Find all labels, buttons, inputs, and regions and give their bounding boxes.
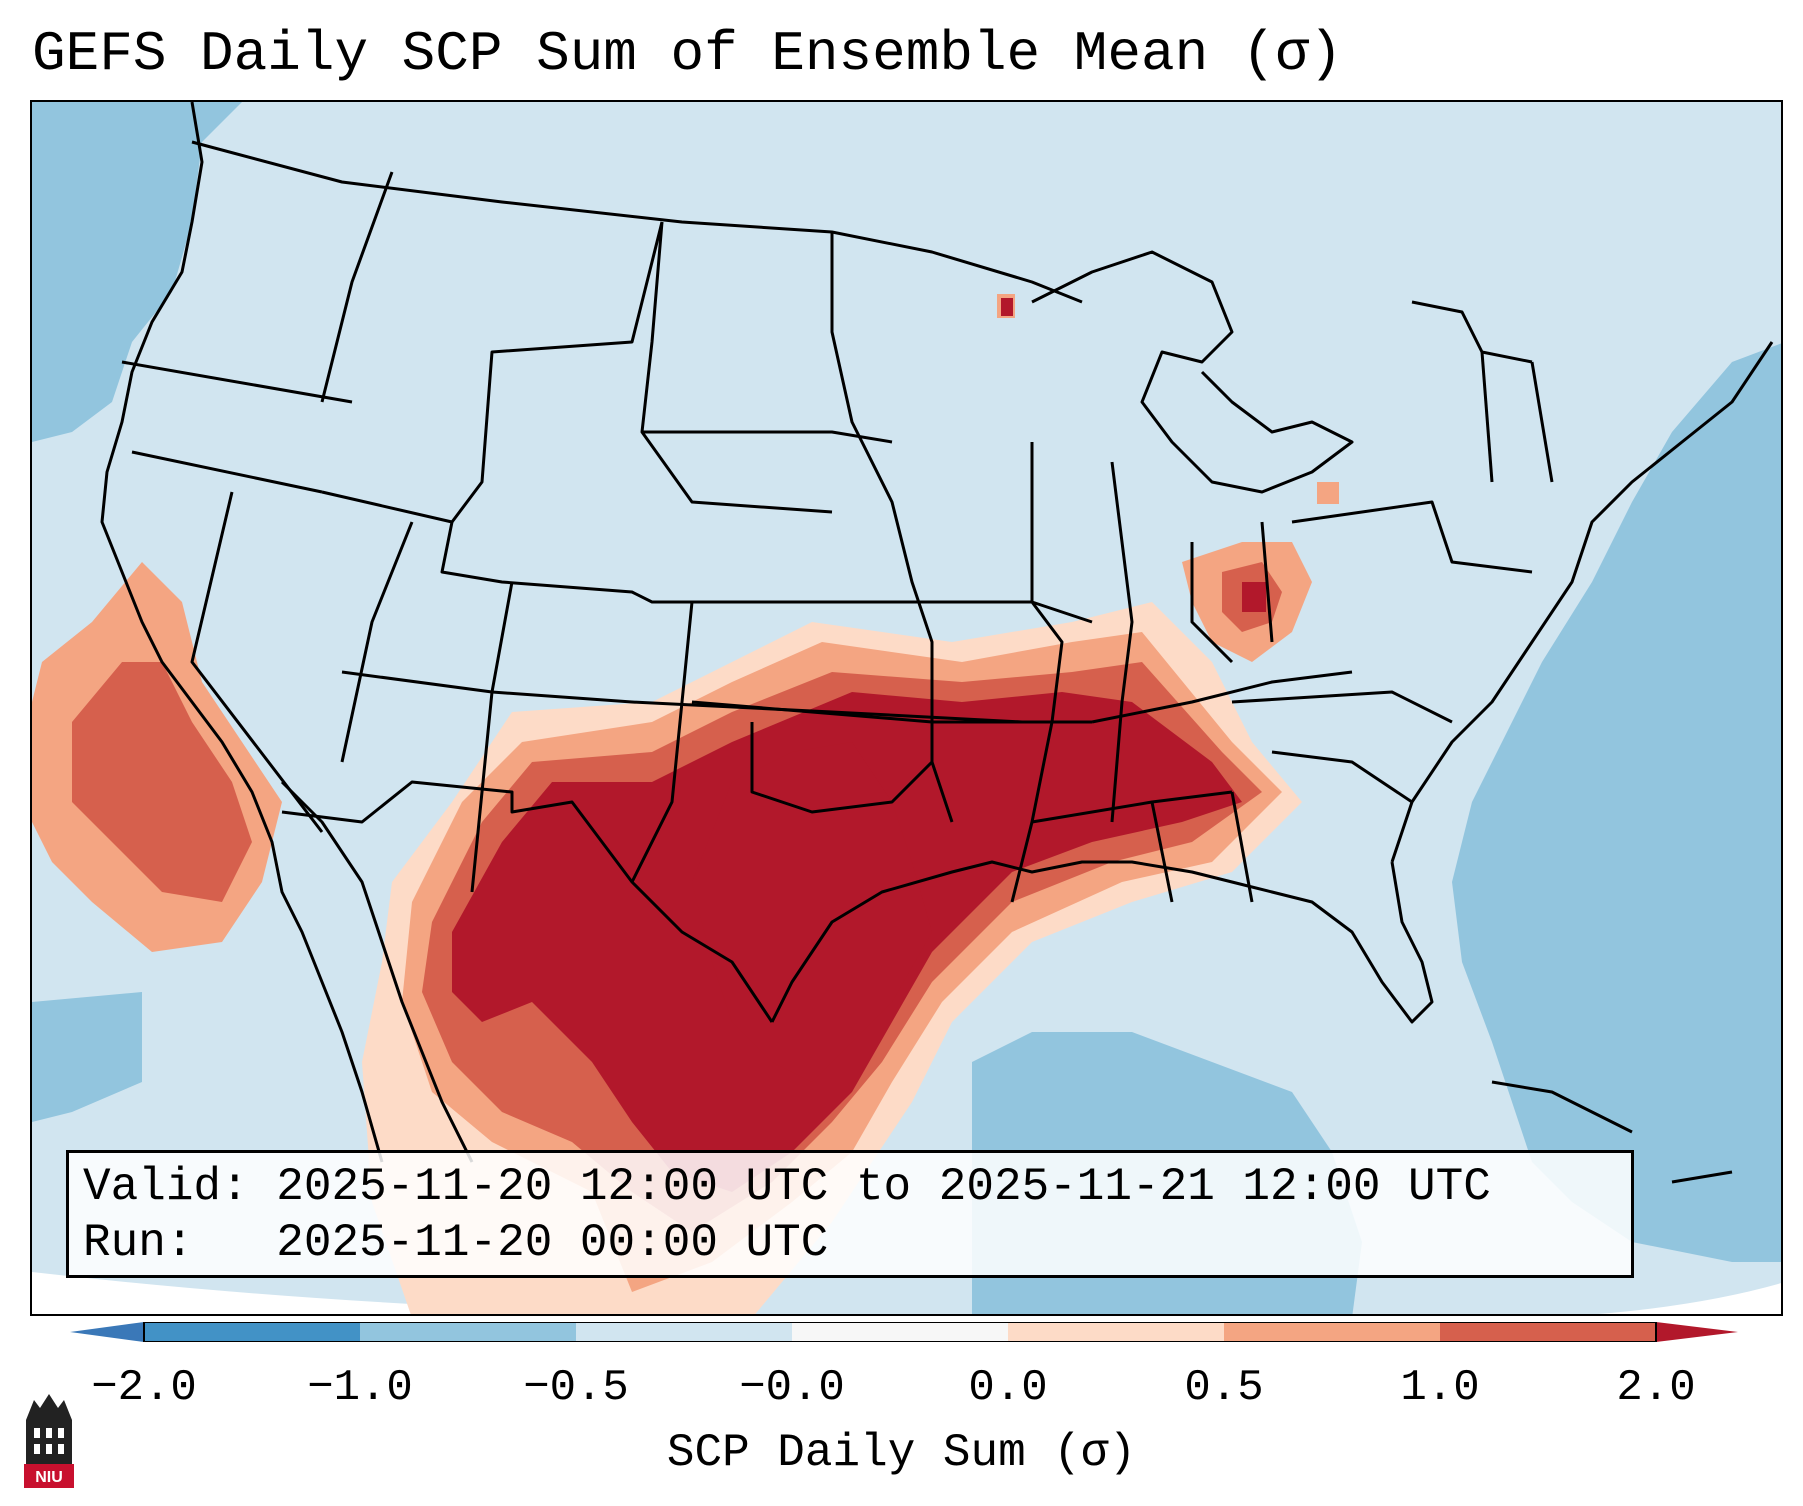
state-line	[1010, 442, 1064, 903]
state-line	[320, 171, 394, 403]
colorbar-segment-neg05-0	[576, 1322, 792, 1342]
valid-row: Valid: 2025-11-20 12:00 UTC to 2025-11-2…	[83, 1159, 1617, 1215]
colorbar-segment-1-2	[1440, 1322, 1656, 1342]
minnesota-anomaly-high	[1001, 298, 1013, 316]
state-line	[1291, 500, 1533, 574]
state-line	[691, 700, 1032, 724]
colorbar-tick-label: −0.0	[739, 1363, 845, 1413]
east-coastline	[1390, 341, 1774, 863]
baja-coastline	[280, 780, 474, 1163]
state-line	[1530, 361, 1554, 483]
caribbean-islands	[1491, 1080, 1633, 1134]
atlantic-ocean-anomaly	[1452, 343, 1781, 1262]
state-line	[1110, 461, 1134, 823]
mexico-border	[281, 780, 774, 1023]
state-line	[1150, 801, 1174, 903]
projection-edge-right	[1598, 1283, 1781, 1314]
colorbar-label: SCP Daily Sum (σ)	[666, 1427, 1137, 1479]
west-coastline	[100, 102, 384, 1163]
colorbar-segment-neg1-neg05	[360, 1322, 576, 1342]
state-line	[1271, 750, 1413, 804]
state-line	[642, 430, 893, 444]
logo-tower-top	[26, 1394, 72, 1420]
state-line	[470, 581, 514, 893]
logo-tower-body	[26, 1420, 72, 1464]
state-line	[750, 722, 934, 814]
pacific-south-anomaly	[32, 992, 142, 1122]
state-line	[131, 450, 323, 494]
state-line	[1411, 300, 1533, 364]
texas-anomaly-core	[692, 742, 932, 1082]
map-canvas	[32, 102, 1781, 1314]
colorbar-tick-label: 0.5	[1184, 1363, 1264, 1413]
state-line	[440, 521, 692, 604]
valid-run-info-box: Valid: 2025-11-20 12:00 UTC to 2025-11-2…	[66, 1150, 1634, 1278]
canada-border	[191, 140, 1083, 304]
colorbar-tick-label: −2.0	[91, 1363, 197, 1413]
state-line	[1190, 542, 1234, 664]
colorbar-segment-neg2-neg1	[144, 1322, 360, 1342]
pacific-ocean-anomaly	[32, 102, 242, 442]
valid-value: 2025-11-20 12:00 UTC to 2025-11-21 12:00…	[276, 1161, 1491, 1213]
state-line	[340, 521, 414, 763]
colorbar-segment-05-1	[1224, 1322, 1440, 1342]
boundary-lines	[100, 102, 1774, 1184]
colorbar-over-extension	[1656, 1322, 1738, 1342]
caribbean-islands	[1671, 1170, 1733, 1184]
ohio-valley-anomaly-high	[1242, 582, 1266, 612]
logo-badge	[24, 1464, 74, 1488]
colorbar-segment-zero	[792, 1322, 1008, 1342]
colorbar-tick-label: 1.0	[1400, 1363, 1480, 1413]
chart-title: GEFS Daily SCP Sum of Ensemble Mean (σ)	[32, 22, 1343, 86]
state-line	[190, 491, 324, 833]
map-panel	[30, 100, 1783, 1316]
run-label: Run:	[83, 1217, 194, 1269]
colorbar-outline	[143, 1322, 1657, 1342]
california-anomaly-mid	[72, 662, 252, 902]
logo-text: NIU	[35, 1469, 63, 1486]
state-line	[692, 600, 1093, 624]
state-line	[1260, 521, 1274, 643]
colorbar-tick-label: 0.0	[968, 1363, 1048, 1413]
projection-edge-left	[32, 1272, 647, 1314]
state-line	[830, 232, 954, 823]
colorbar-under-extension	[70, 1322, 144, 1342]
colorbar	[70, 1322, 1738, 1342]
pacific-small-anomaly	[72, 862, 92, 880]
valid-label: Valid:	[83, 1161, 249, 1213]
run-value: 2025-11-20 00:00 UTC	[276, 1217, 829, 1269]
colorbar-segment-0-05	[1008, 1322, 1224, 1342]
lake-erie-anomaly	[1317, 482, 1339, 504]
gulf-coastline	[770, 860, 1434, 1024]
colorbar-tick-label: 2.0	[1616, 1363, 1696, 1413]
state-line	[1231, 690, 1453, 724]
state-line	[1230, 791, 1254, 903]
state-line	[1091, 670, 1353, 724]
state-line	[1480, 351, 1494, 483]
state-line	[341, 670, 1092, 724]
state-line	[321, 221, 664, 524]
state-line	[121, 360, 353, 404]
state-line	[630, 601, 694, 883]
university-tower-icon: NIU	[24, 1394, 74, 1488]
great-lakes-outline	[1031, 250, 1354, 494]
run-row: Run: 2025-11-20 00:00 UTC	[83, 1215, 1617, 1271]
logo-windows	[34, 1428, 64, 1454]
colorbar-tick-label: −1.0	[307, 1363, 413, 1413]
colorbar-tick-label: −0.5	[523, 1363, 629, 1413]
